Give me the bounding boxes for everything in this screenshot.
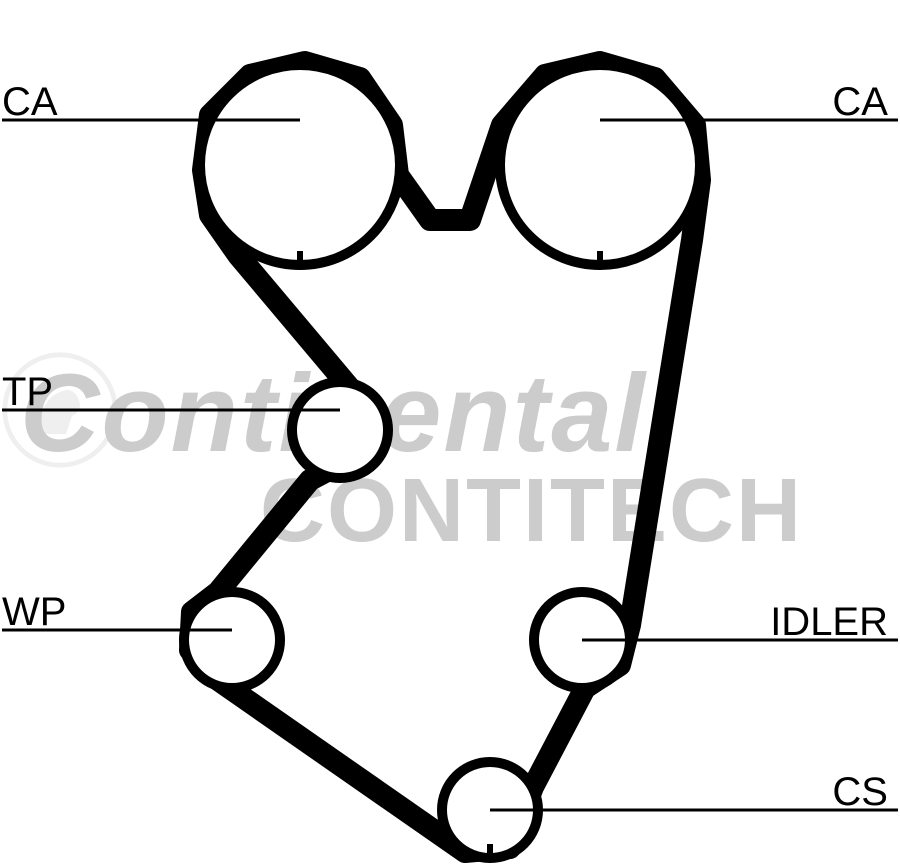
- label-idler: IDLER: [770, 600, 888, 645]
- label-tp: TP: [2, 370, 53, 415]
- label-wp: WP: [2, 590, 66, 635]
- label-ca-right: CA: [832, 80, 888, 125]
- pulley-ca-left: [200, 65, 400, 265]
- belt-diagram: [0, 0, 900, 867]
- label-cs: CS: [832, 770, 888, 815]
- label-ca-left: CA: [2, 80, 58, 125]
- pulley-ca-right: [500, 65, 700, 265]
- pulley-tp: [292, 382, 388, 478]
- pulley-wp: [184, 592, 280, 688]
